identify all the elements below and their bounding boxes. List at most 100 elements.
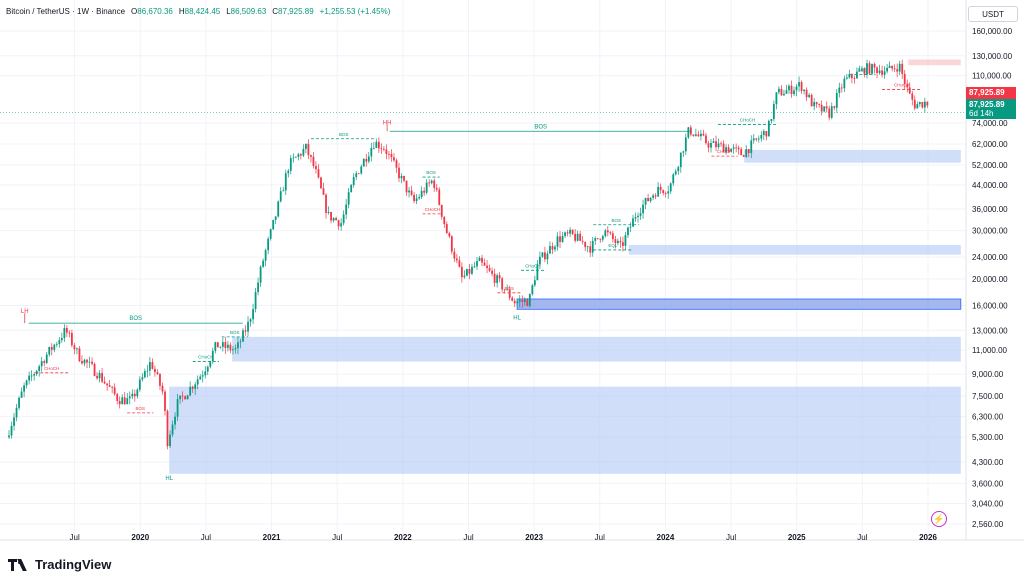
- candle-body: [798, 82, 800, 87]
- candle-body: [277, 201, 280, 217]
- pivot-label: LH: [21, 309, 29, 315]
- candle-body: [123, 397, 126, 405]
- candle-body: [435, 187, 438, 190]
- candle-body: [28, 375, 31, 381]
- candle-body: [169, 434, 171, 447]
- candle-body: [523, 299, 526, 302]
- candle-body: [606, 230, 609, 233]
- candle-body: [244, 330, 247, 332]
- candle-body: [571, 229, 574, 234]
- y-tick-label: 13,000.00: [972, 326, 1008, 335]
- candle-body: [191, 386, 194, 389]
- candle-body: [332, 218, 335, 221]
- candle-body: [664, 192, 667, 194]
- pivot-label: HH: [383, 121, 392, 127]
- zone-bull-strong: [517, 298, 961, 310]
- candle-body: [196, 379, 199, 385]
- candle-body: [199, 376, 202, 380]
- candle-body: [179, 395, 181, 400]
- candle-body: [903, 73, 906, 84]
- candle-body: [923, 101, 926, 108]
- candle-body: [221, 342, 224, 347]
- candle-body: [357, 173, 360, 175]
- tradingview-logo-icon: [8, 558, 30, 571]
- symbol-title[interactable]: Bitcoin / TetherUS · 1W · Binance: [6, 6, 126, 16]
- candle-body: [682, 151, 685, 153]
- candle-body: [73, 345, 76, 350]
- candle-body: [488, 267, 491, 271]
- candle-body: [279, 191, 282, 202]
- candle-body: [86, 359, 88, 363]
- candle-body: [906, 83, 909, 88]
- candle-body: [722, 143, 725, 153]
- candle-body: [299, 154, 302, 156]
- candle-body: [795, 86, 798, 91]
- candle-body: [893, 68, 896, 70]
- candle-body: [304, 143, 307, 149]
- x-tick-label: Jul: [857, 533, 867, 542]
- candle-body: [425, 182, 428, 193]
- candle-body: [778, 88, 780, 93]
- candle-body: [622, 242, 624, 246]
- candle-body: [78, 348, 81, 362]
- candle-body: [121, 397, 124, 405]
- candle-body: [302, 148, 305, 156]
- candle-body: [438, 189, 441, 205]
- candle-body: [921, 101, 924, 108]
- candle-body: [372, 147, 375, 149]
- candle-body: [347, 192, 350, 205]
- y-tick-label: 52,000.00: [972, 161, 1008, 170]
- candle-body: [176, 399, 179, 417]
- y-tick-label: 44,000.00: [972, 181, 1008, 190]
- candle-body: [873, 64, 876, 68]
- candle-body: [536, 264, 539, 281]
- candle-body: [184, 396, 187, 400]
- candle-body: [450, 236, 453, 252]
- high-value: 88,424.45: [184, 6, 221, 16]
- candle-body: [312, 156, 315, 166]
- bar-countdown: 6d 14h: [969, 109, 994, 118]
- price-axis[interactable]: 2,560.00 3,040.00 3,600.00 4,300.00 5,300.00…: [965, 0, 1013, 540]
- candle-body: [856, 71, 858, 79]
- candle-body: [186, 395, 189, 400]
- candle-body: [116, 394, 119, 401]
- candle-body: [808, 94, 811, 98]
- candle-body: [850, 74, 853, 79]
- candle-body: [561, 236, 564, 242]
- brand-name: TradingView: [35, 557, 112, 572]
- candle-body: [365, 158, 368, 162]
- candle-body: [531, 285, 534, 295]
- structure-label: BOS: [230, 330, 240, 335]
- candle-body: [632, 218, 634, 227]
- candle-body: [700, 133, 702, 137]
- candle-body: [415, 198, 418, 202]
- time-axis[interactable]: Jul 2020 Jul 2021 Jul 2022 Jul 2023 Jul 2024 Jul 20…: [0, 533, 1024, 542]
- candle-body: [395, 160, 398, 168]
- candle-body: [174, 416, 176, 425]
- candle-body: [642, 204, 644, 214]
- candles: [8, 59, 929, 450]
- candle-body: [423, 190, 426, 193]
- y-tick-label: 9,000.00: [972, 370, 1004, 379]
- candle-body: [684, 137, 687, 152]
- tradingview-logo[interactable]: TradingView: [8, 557, 111, 572]
- candle-body: [677, 167, 680, 172]
- candle-body: [820, 104, 823, 112]
- candle-body: [478, 257, 481, 262]
- candle-body: [128, 396, 131, 399]
- currency-button[interactable]: USDT: [968, 6, 1018, 22]
- candle-body: [717, 143, 720, 148]
- x-tick-label: 2021: [263, 533, 281, 542]
- close-label: C: [272, 6, 279, 16]
- candle-body: [614, 239, 617, 244]
- y-tick-label: 74,000.00: [972, 119, 1008, 128]
- candle-body: [249, 319, 252, 322]
- candle-body: [891, 65, 894, 69]
- pivot-label: HL: [165, 476, 173, 482]
- lightning-icon[interactable]: ⚡: [931, 511, 947, 527]
- candle-body: [136, 389, 139, 397]
- candle-body: [815, 102, 818, 105]
- y-tick-label: 24,000.00: [972, 253, 1008, 262]
- x-tick-label: Jul: [726, 533, 736, 542]
